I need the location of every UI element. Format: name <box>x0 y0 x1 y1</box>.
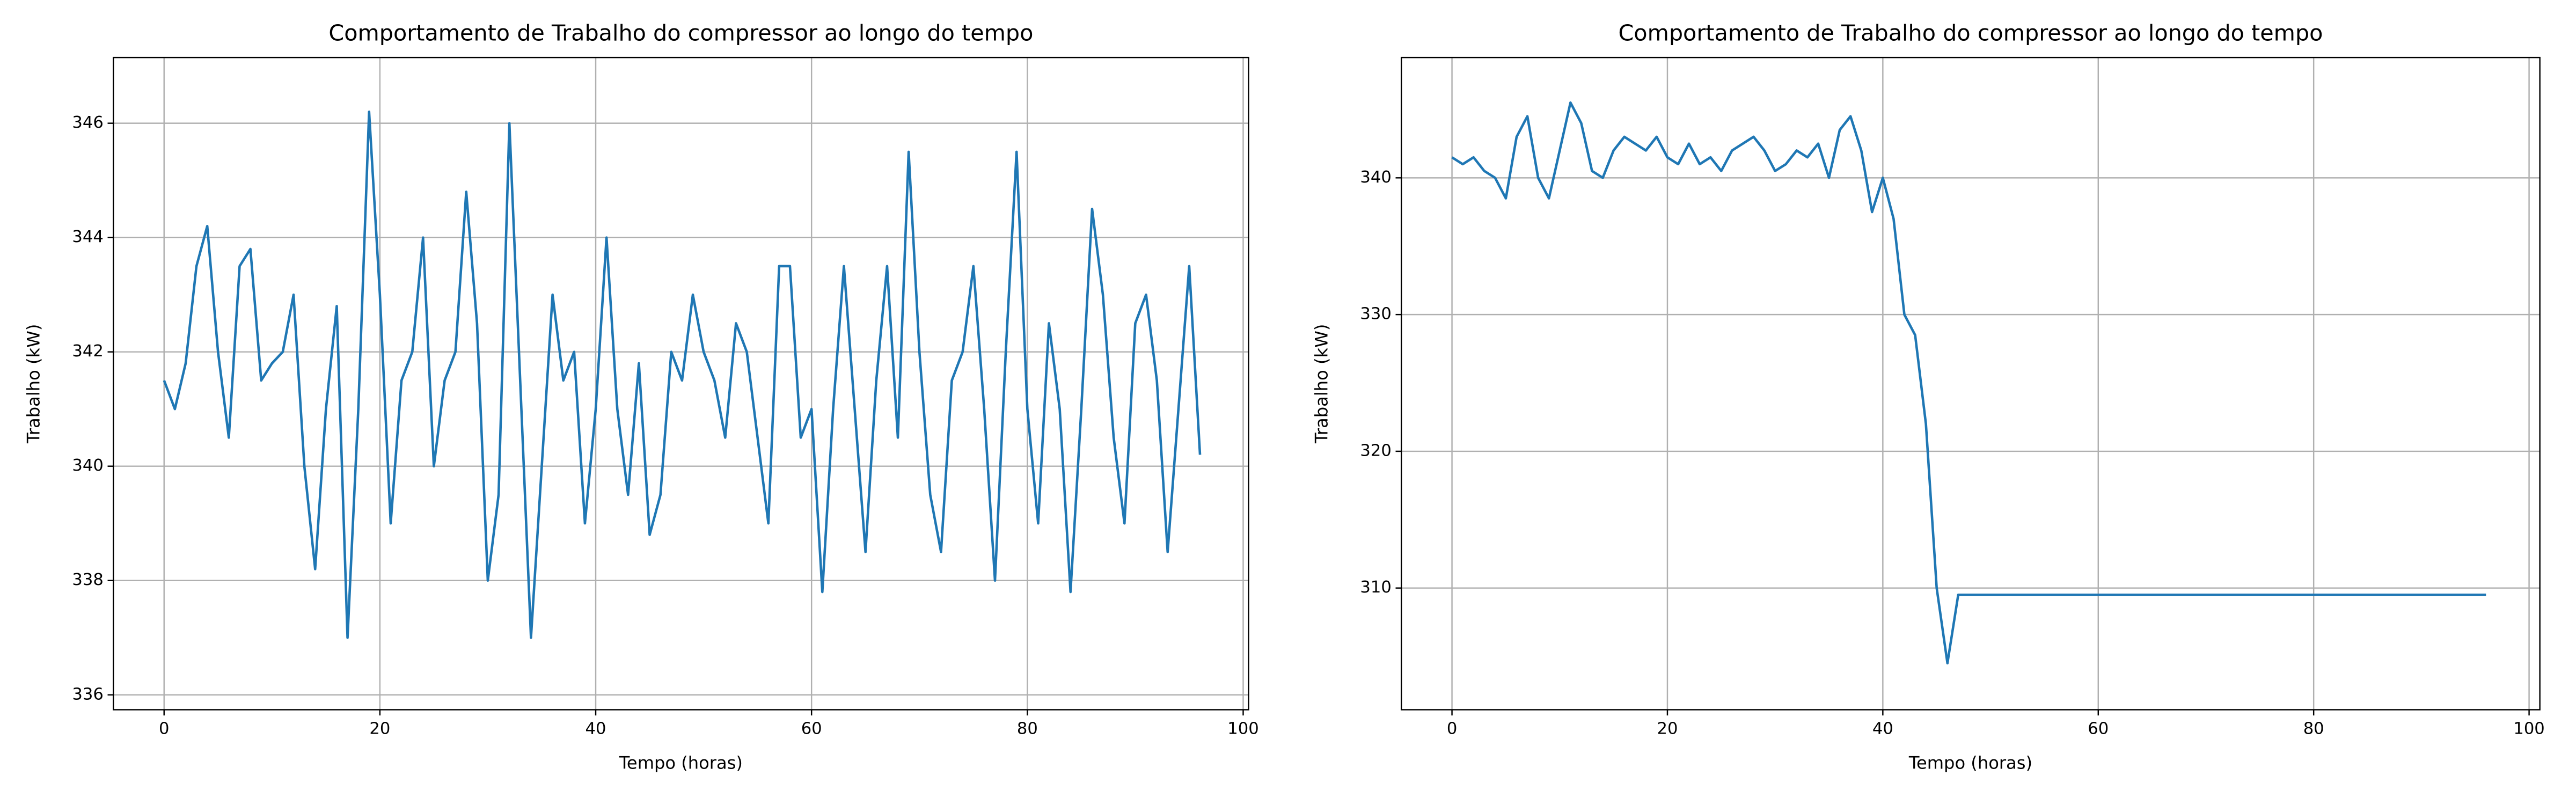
y-tick-label: 320 <box>1360 441 1391 460</box>
x-tick-label: 40 <box>586 720 606 738</box>
x-tick-label: 40 <box>1872 720 1893 738</box>
y-tick-label: 344 <box>72 228 103 246</box>
y-tick-label: 342 <box>72 342 103 361</box>
x-tick-label: 20 <box>1657 720 1678 738</box>
x-tick-label: 100 <box>1227 720 1258 738</box>
x-tick-label: 0 <box>1447 720 1457 738</box>
x-tick-label: 60 <box>801 720 822 738</box>
x-axis-label: Tempo (horas) <box>1908 752 2032 773</box>
chart-title: Comportamento de Trabalho do compressor … <box>1618 20 2323 46</box>
y-tick-label: 340 <box>72 456 103 475</box>
x-tick-label: 80 <box>2303 720 2324 738</box>
x-tick-label: 0 <box>159 720 169 738</box>
y-tick-label: 336 <box>72 685 103 704</box>
x-tick-label: 60 <box>2088 720 2109 738</box>
line-series <box>1451 101 2486 665</box>
x-tick-label: 100 <box>2513 720 2544 738</box>
x-axis-label: Tempo (horas) <box>619 752 743 773</box>
x-tick-label: 20 <box>369 720 390 738</box>
y-axis-label: Trabalho (kW) <box>1311 324 1331 444</box>
y-tick-label: 330 <box>1360 305 1391 324</box>
plot-frame <box>1401 56 2541 711</box>
chart-title: Comportamento de Trabalho do compressor … <box>328 20 1033 46</box>
y-axis-label: Trabalho (kW) <box>23 324 43 444</box>
y-tick-label: 310 <box>1360 578 1391 597</box>
y-tick-label: 340 <box>1360 168 1391 187</box>
y-tick-label: 346 <box>72 113 103 132</box>
line-series <box>163 111 1202 639</box>
y-tick-label: 338 <box>72 570 103 589</box>
plot-frame <box>113 56 1249 711</box>
x-tick-label: 80 <box>1017 720 1038 738</box>
